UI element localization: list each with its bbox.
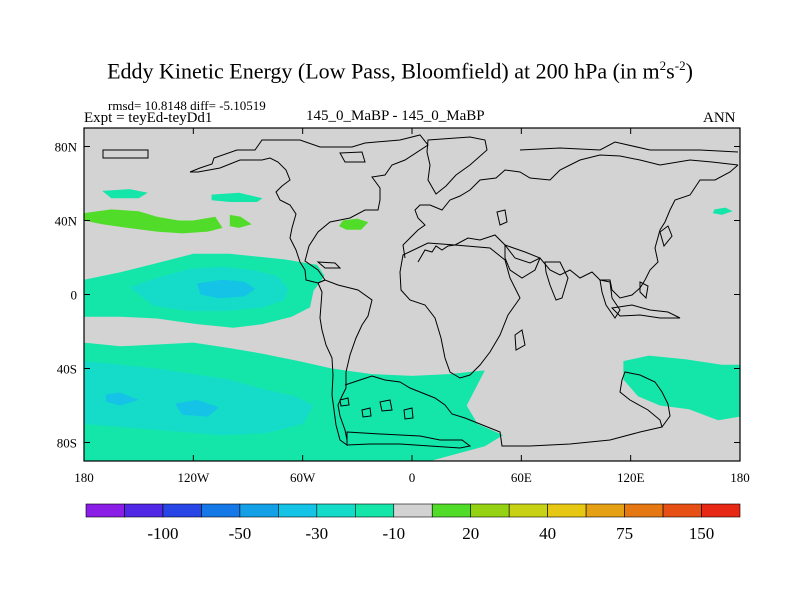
x-tick-label: 60E — [511, 470, 532, 485]
colorbar-box — [85, 503, 125, 518]
region-nh-green-patch-atlantic — [339, 218, 369, 230]
coastline-indonesia — [610, 304, 681, 319]
colorbar-label: -100 — [147, 524, 178, 543]
chart-title-close: ) — [685, 58, 693, 84]
coastline-aleutians — [102, 149, 149, 159]
chart-title-exp1: 2 — [659, 58, 667, 73]
x-tick-label: 180 — [74, 470, 94, 485]
x-tick-label: 60W — [290, 470, 316, 485]
y-tick-label: 80N — [55, 140, 78, 155]
colorbar-box — [393, 503, 433, 518]
region-eq-band-core — [197, 279, 256, 299]
colorbar-label: 20 — [462, 524, 479, 543]
axis-ticks: 180 120W 60W 0 60E 120E 180 80N 40N 0 40S 80S — [55, 128, 750, 485]
coastline-arctic-islands — [339, 151, 366, 163]
y-tick-label: 80S — [57, 436, 77, 451]
colorbar-box — [431, 503, 472, 518]
colorbar-label: 150 — [689, 524, 715, 543]
season-label: ANN — [703, 110, 736, 126]
coastline-arabia — [504, 244, 541, 279]
region-nh-cyan-patch-americas — [211, 192, 263, 202]
region-nh-green-patch-west — [84, 209, 223, 234]
colorbar-box — [508, 503, 548, 518]
coastline-antarctic-peninsula — [346, 431, 472, 449]
coastline-caspian — [496, 209, 508, 226]
coastline-africa — [399, 242, 521, 379]
colorbar-label: 40 — [539, 524, 556, 543]
coastline-india — [544, 261, 569, 301]
colorbar-label: -30 — [305, 524, 328, 543]
chart-title-unit: s — [666, 58, 675, 84]
comparison-label: 145_0_MaBP - 145_0_MaBP — [306, 108, 485, 124]
coastline-philippines — [639, 281, 649, 300]
colorbar-box — [162, 503, 202, 518]
colorbar: -100 -50 -30 -10 20 40 75 150 — [85, 503, 741, 543]
colorbar-box — [547, 503, 587, 518]
colorbar-box — [624, 503, 664, 518]
region-nh-green-patch-small — [229, 214, 252, 228]
coastline-europe — [402, 154, 739, 259]
coastline-antarctica — [344, 371, 671, 447]
x-tick-label: 120E — [617, 470, 645, 485]
coastline-jagged-north — [417, 244, 456, 263]
coastline-arctic-siberia — [519, 141, 739, 153]
x-tick-label: 120W — [177, 470, 210, 485]
region-sh-band-core-west — [105, 392, 139, 406]
colorbar-box — [239, 503, 279, 518]
coastline-asia-south — [454, 164, 739, 299]
coastlines — [102, 134, 739, 449]
chart-title-text: Eddy Kinetic Energy (Low Pass, Bloomfiel… — [107, 58, 660, 84]
stats-label: rmsd= 10.8148 diff= -5.10519 — [108, 98, 266, 113]
x-tick-label: 180 — [730, 470, 750, 485]
colorbar-box — [701, 503, 741, 518]
colorbar-box — [662, 503, 702, 518]
colorbar-box — [278, 503, 318, 518]
contour-regions — [84, 189, 740, 461]
colorbar-box — [585, 503, 625, 518]
coastline-south-america — [317, 279, 373, 446]
colorbar-box — [354, 503, 395, 518]
region-sh-band-core-east — [175, 399, 219, 417]
region-sh-band-inner — [84, 361, 314, 436]
colorbar-label: -10 — [382, 524, 405, 543]
colorbar-box — [201, 503, 241, 518]
colorbar-label: -50 — [229, 524, 252, 543]
colorbar-box — [470, 503, 510, 518]
coastline-south-islands — [339, 397, 414, 420]
coastline-madagascar — [514, 329, 526, 351]
colorbar-box — [124, 503, 164, 518]
chart-title-exp2: -2 — [674, 58, 686, 73]
region-nh-cyan-patch-pacific — [102, 189, 148, 199]
y-tick-label: 0 — [71, 288, 78, 303]
x-tick-label: 0 — [409, 470, 416, 485]
y-tick-label: 40N — [55, 214, 78, 229]
experiment-label: Expt = teyEd-teyDd1 — [84, 110, 213, 126]
coastline-japan — [659, 225, 673, 248]
colorbar-label: 75 — [616, 524, 633, 543]
region-sh-east-patch — [623, 355, 740, 421]
chart-title: Eddy Kinetic Energy (Low Pass, Bloomfiel… — [0, 58, 800, 84]
coastline-cuba — [316, 261, 342, 269]
y-tick-label: 40S — [57, 362, 77, 377]
coastline-greenland — [426, 136, 488, 195]
region-nh-cyan-patch-east — [712, 207, 733, 215]
colorbar-box — [316, 503, 356, 518]
